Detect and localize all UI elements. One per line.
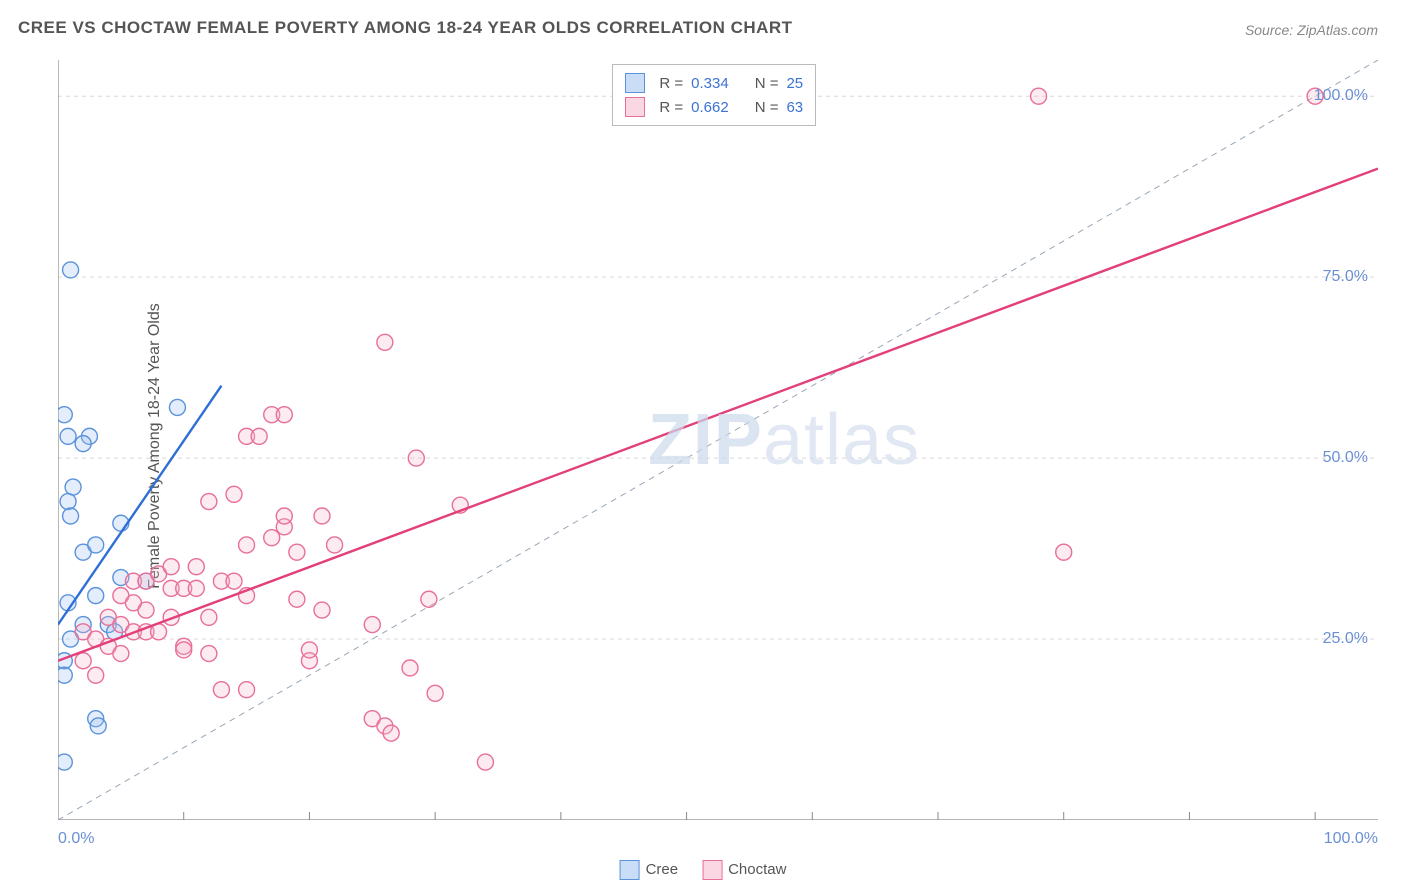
data-point [169, 399, 185, 415]
legend-item: Choctaw [702, 860, 786, 880]
data-point [63, 262, 79, 278]
data-point [60, 494, 76, 510]
legend-r-label: R = [659, 99, 683, 116]
data-point [239, 682, 255, 698]
data-point [327, 537, 343, 553]
data-point [213, 682, 229, 698]
data-point [289, 591, 305, 607]
x-tick-right: 100.0% [1324, 830, 1378, 848]
data-point [276, 508, 292, 524]
data-point [226, 573, 242, 589]
scatter-chart [58, 60, 1378, 820]
data-point [251, 428, 267, 444]
data-point [1031, 88, 1047, 104]
data-point [75, 436, 91, 452]
data-point [58, 667, 72, 683]
data-point [314, 602, 330, 618]
data-point [63, 508, 79, 524]
legend-swatch [620, 860, 640, 880]
data-point [188, 580, 204, 596]
data-point [364, 617, 380, 633]
legend-r-value: 0.334 [691, 75, 729, 92]
data-point [201, 494, 217, 510]
data-point [276, 407, 292, 423]
data-point [201, 646, 217, 662]
series-legend: Cree Choctaw [620, 860, 787, 880]
legend-swatch [625, 97, 645, 117]
legend-r-value: 0.662 [691, 99, 729, 116]
legend-swatch [625, 73, 645, 93]
plot-area: ZIPatlas 25.0%50.0%75.0%100.0% 0.0% 100.… [58, 60, 1378, 820]
data-point [477, 754, 493, 770]
y-tick-label: 50.0% [1323, 449, 1368, 467]
data-point [314, 508, 330, 524]
legend-row: R = 0.334 N = 25 [625, 71, 803, 95]
legend-swatch [702, 860, 722, 880]
legend-n-value: 63 [786, 99, 803, 116]
data-point [226, 486, 242, 502]
data-point [301, 642, 317, 658]
data-point [402, 660, 418, 676]
data-point [264, 530, 280, 546]
correlation-legend: R = 0.334 N = 25 R = 0.662 N = 63 [612, 64, 816, 126]
legend-item: Cree [620, 860, 679, 880]
legend-row: R = 0.662 N = 63 [625, 95, 803, 119]
data-point [176, 642, 192, 658]
data-point [58, 407, 72, 423]
data-point [427, 685, 443, 701]
data-point [421, 591, 437, 607]
y-tick-label: 25.0% [1323, 630, 1368, 648]
data-point [88, 537, 104, 553]
data-point [138, 602, 154, 618]
x-tick-left: 0.0% [58, 830, 94, 848]
data-point [188, 559, 204, 575]
legend-n-label: N = [755, 75, 779, 92]
data-point [90, 718, 106, 734]
legend-label: Cree [646, 861, 679, 878]
data-point [60, 428, 76, 444]
data-point [1056, 544, 1072, 560]
legend-label: Choctaw [728, 861, 786, 878]
data-point [58, 754, 72, 770]
data-point [289, 544, 305, 560]
legend-n-value: 25 [786, 75, 803, 92]
data-point [75, 653, 91, 669]
data-point [65, 479, 81, 495]
data-point [377, 334, 393, 350]
data-point [239, 537, 255, 553]
data-point [88, 667, 104, 683]
legend-r-label: R = [659, 75, 683, 92]
legend-n-label: N = [755, 99, 779, 116]
data-point [408, 450, 424, 466]
regression-line [58, 169, 1378, 661]
source-label: Source: ZipAtlas.com [1245, 22, 1378, 38]
data-point [163, 559, 179, 575]
data-point [113, 646, 129, 662]
y-tick-label: 100.0% [1314, 87, 1368, 105]
data-point [383, 725, 399, 741]
data-point [201, 609, 217, 625]
y-tick-label: 75.0% [1323, 268, 1368, 286]
data-point [88, 588, 104, 604]
chart-title: CREE VS CHOCTAW FEMALE POVERTY AMONG 18-… [18, 18, 793, 38]
